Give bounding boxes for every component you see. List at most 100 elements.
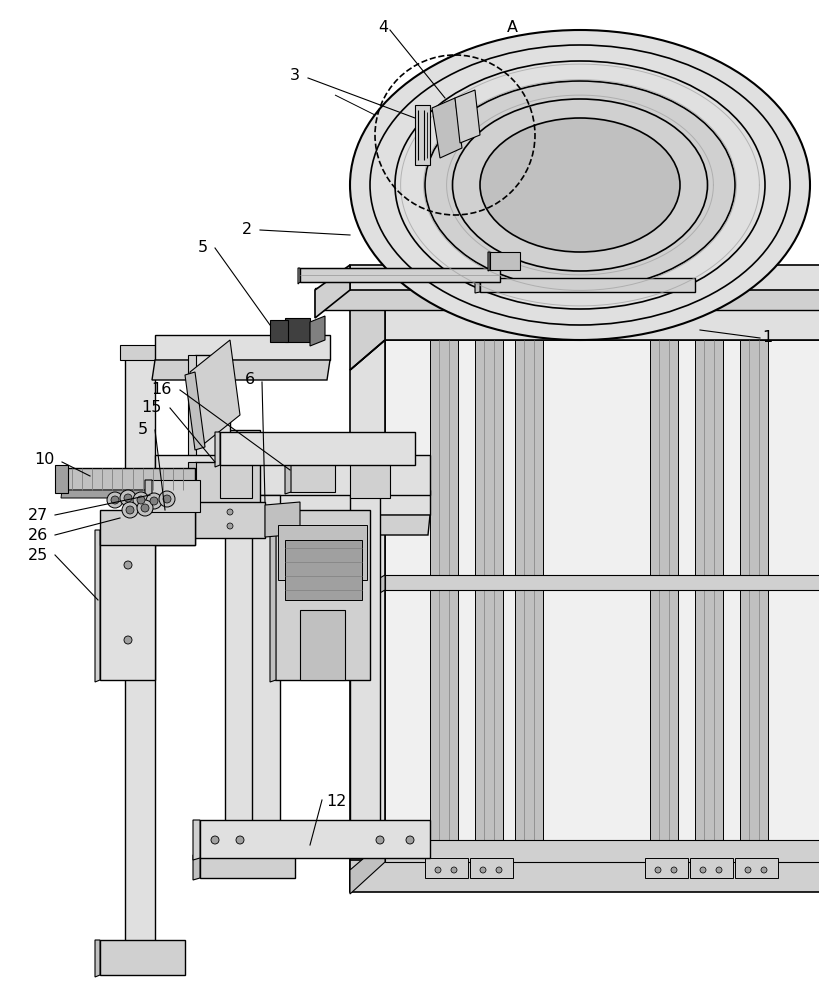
Circle shape [716,867,722,873]
Polygon shape [385,575,819,590]
Polygon shape [300,610,345,680]
Circle shape [406,836,414,844]
Polygon shape [740,340,768,860]
Polygon shape [148,490,155,517]
Polygon shape [385,840,819,862]
Circle shape [376,836,384,844]
Circle shape [146,493,162,509]
Circle shape [451,867,457,873]
Circle shape [159,491,175,507]
Polygon shape [152,360,330,380]
Polygon shape [155,455,430,495]
Ellipse shape [425,81,735,289]
Polygon shape [155,335,330,360]
Polygon shape [315,265,350,318]
Polygon shape [690,858,733,878]
Text: 25: 25 [28,548,48,562]
Circle shape [141,504,149,512]
Polygon shape [270,320,288,342]
Text: 3: 3 [290,68,300,84]
Polygon shape [62,468,195,490]
Circle shape [435,867,441,873]
Polygon shape [195,502,265,538]
Text: 16: 16 [152,382,172,397]
Circle shape [122,502,138,518]
Polygon shape [285,318,310,342]
Text: 12: 12 [326,794,346,810]
Text: 15: 15 [142,400,162,416]
Polygon shape [55,465,68,493]
Circle shape [227,523,233,529]
Text: A: A [506,20,518,35]
Polygon shape [150,480,200,512]
Text: 4: 4 [378,20,388,35]
Text: 10: 10 [34,452,55,468]
Polygon shape [265,502,300,537]
Text: 6: 6 [245,372,255,387]
Polygon shape [100,530,155,680]
Polygon shape [350,440,390,498]
Polygon shape [155,490,430,515]
Polygon shape [200,820,430,858]
Polygon shape [148,490,195,545]
Polygon shape [275,510,370,680]
Circle shape [137,496,145,504]
Polygon shape [200,855,295,878]
Polygon shape [185,372,205,450]
Ellipse shape [480,118,680,252]
Circle shape [120,490,136,506]
Polygon shape [95,940,100,977]
Circle shape [236,836,244,844]
Polygon shape [61,490,195,498]
Text: 2: 2 [242,223,252,237]
Ellipse shape [453,99,708,271]
Polygon shape [650,340,678,860]
Circle shape [124,561,132,569]
Polygon shape [350,575,385,610]
Polygon shape [140,490,150,547]
Polygon shape [350,265,819,290]
Circle shape [480,867,486,873]
Polygon shape [490,252,520,270]
Circle shape [655,867,661,873]
Polygon shape [488,252,490,271]
Circle shape [163,495,171,503]
Polygon shape [415,105,430,165]
Polygon shape [145,480,152,514]
Polygon shape [270,510,276,682]
Polygon shape [385,280,819,340]
Circle shape [671,867,677,873]
Polygon shape [225,855,260,872]
Text: 27: 27 [28,508,48,522]
Polygon shape [100,940,185,975]
Polygon shape [100,510,195,545]
Polygon shape [120,345,160,360]
Circle shape [496,867,502,873]
Text: 1: 1 [762,330,772,346]
Polygon shape [252,495,280,855]
Text: 5: 5 [198,240,208,255]
Polygon shape [430,340,458,860]
Polygon shape [735,858,778,878]
Polygon shape [95,530,100,682]
Polygon shape [285,464,291,494]
Polygon shape [125,350,155,970]
Polygon shape [190,340,240,447]
Polygon shape [285,540,362,600]
Polygon shape [220,432,415,465]
Polygon shape [225,430,260,860]
Polygon shape [215,432,220,467]
Circle shape [745,867,751,873]
Circle shape [137,500,153,516]
Polygon shape [195,462,260,520]
Ellipse shape [370,45,790,325]
Polygon shape [480,278,695,292]
Polygon shape [315,288,819,310]
Circle shape [133,492,149,508]
Circle shape [107,492,123,508]
Circle shape [227,509,233,515]
Circle shape [761,867,767,873]
Circle shape [126,506,134,514]
Circle shape [211,836,219,844]
Polygon shape [188,355,196,500]
